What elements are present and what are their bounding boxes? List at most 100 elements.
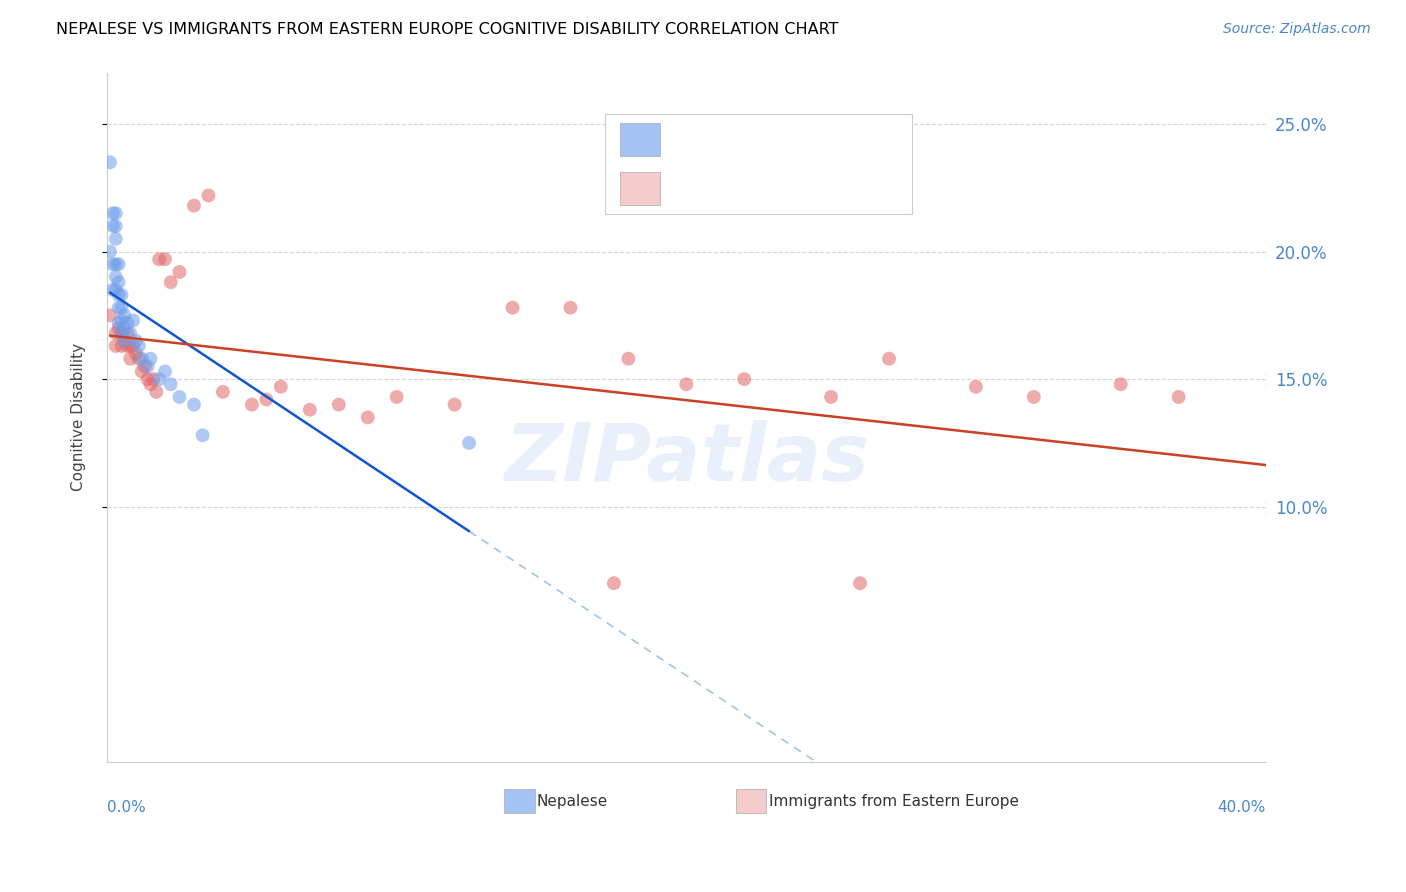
Point (560, 301, 582, 315)
Point (965, 380, 987, 394)
Text: R = -0.224: R = -0.224 (671, 181, 758, 196)
Point (1167, 390, 1189, 404)
FancyBboxPatch shape (620, 172, 659, 205)
Point (110, 288, 132, 302)
Point (134, 359, 156, 374)
Point (128, 339, 150, 353)
Point (298, 402, 321, 417)
Point (114, 321, 136, 335)
Point (328, 398, 350, 412)
Point (153, 252, 176, 267)
Point (120, 326, 142, 341)
Point (104, 339, 127, 353)
Point (191, 428, 214, 442)
Point (136, 359, 159, 374)
Point (107, 321, 129, 335)
Point (110, 301, 132, 315)
Text: N = 48: N = 48 (782, 181, 838, 196)
Point (159, 275, 181, 289)
Point (240, 398, 263, 412)
FancyBboxPatch shape (620, 123, 659, 156)
Point (131, 364, 153, 378)
Point (169, 265, 191, 279)
Point (183, 199, 205, 213)
Text: Source: ZipAtlas.com: Source: ZipAtlas.com (1223, 22, 1371, 37)
Point (148, 372, 170, 386)
Point (357, 410, 380, 425)
Point (110, 326, 132, 341)
Point (131, 351, 153, 366)
Point (110, 326, 132, 341)
FancyBboxPatch shape (505, 789, 534, 813)
Point (117, 326, 139, 341)
Point (98, 155, 121, 169)
Point (114, 334, 136, 348)
Point (169, 390, 191, 404)
Point (675, 377, 697, 392)
Point (104, 206, 127, 220)
Point (153, 364, 176, 378)
Point (98, 309, 121, 323)
Point (254, 392, 277, 407)
Point (212, 384, 235, 399)
Point (110, 313, 132, 327)
Point (110, 339, 132, 353)
Point (139, 351, 162, 366)
Point (107, 257, 129, 271)
Y-axis label: Cognitive Disability: Cognitive Disability (72, 343, 86, 491)
Point (101, 257, 124, 271)
Point (125, 346, 148, 360)
Text: 40.0%: 40.0% (1218, 799, 1265, 814)
Point (142, 372, 165, 386)
Point (733, 372, 755, 386)
Point (107, 275, 129, 289)
Point (122, 313, 145, 327)
Point (122, 339, 145, 353)
Point (104, 283, 127, 297)
Point (139, 377, 162, 392)
Point (1022, 390, 1045, 404)
Point (125, 334, 148, 348)
Point (385, 390, 408, 404)
Point (128, 351, 150, 366)
Point (120, 351, 142, 366)
Point (114, 309, 136, 323)
Point (159, 377, 181, 392)
Text: NEPALESE VS IMMIGRANTS FROM EASTERN EUROPE COGNITIVE DISABILITY CORRELATION CHAR: NEPALESE VS IMMIGRANTS FROM EASTERN EURO… (56, 22, 839, 37)
Text: 0.0%: 0.0% (107, 799, 146, 814)
Point (197, 188, 219, 202)
Point (502, 301, 524, 315)
Point (107, 316, 129, 330)
Point (104, 219, 127, 233)
Point (114, 334, 136, 348)
Point (104, 326, 127, 341)
Point (117, 339, 139, 353)
Point (120, 339, 142, 353)
Point (603, 576, 626, 591)
Point (877, 351, 900, 366)
Text: Immigrants from Eastern Europe: Immigrants from Eastern Europe (769, 794, 1018, 808)
Point (104, 257, 127, 271)
Point (101, 206, 124, 220)
Point (617, 351, 640, 366)
Point (117, 316, 139, 330)
Point (104, 232, 127, 246)
Text: N = 39: N = 39 (782, 132, 838, 147)
Point (270, 380, 292, 394)
FancyBboxPatch shape (737, 789, 766, 813)
Point (148, 252, 170, 267)
Point (849, 576, 872, 591)
Point (145, 384, 167, 399)
Text: R = -0.338: R = -0.338 (671, 132, 758, 147)
Point (98, 244, 121, 259)
Point (136, 372, 159, 386)
Point (101, 283, 124, 297)
Text: ZIPatlas: ZIPatlas (503, 420, 869, 498)
Point (183, 398, 205, 412)
Point (443, 398, 465, 412)
Point (107, 288, 129, 302)
Point (101, 219, 124, 233)
Point (107, 301, 129, 315)
Point (1109, 377, 1132, 392)
Text: Nepalese: Nepalese (537, 794, 609, 808)
